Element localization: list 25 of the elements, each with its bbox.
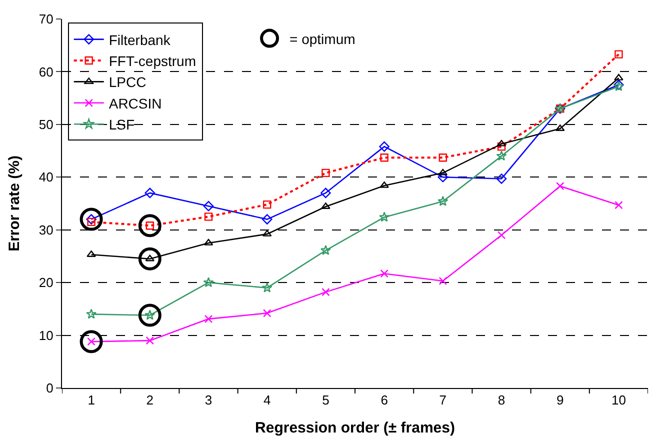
y-tick-label: 20 bbox=[38, 275, 54, 290]
x-tick-label: 5 bbox=[322, 392, 330, 408]
x-axis-title: Regression order (± frames) bbox=[255, 420, 455, 437]
y-tick-label: 0 bbox=[46, 380, 54, 396]
x-tick-label: 6 bbox=[380, 392, 388, 408]
y-tick-label: 10 bbox=[38, 328, 54, 343]
y-tick-label: 50 bbox=[38, 116, 54, 132]
x-tick-label: 3 bbox=[204, 392, 212, 408]
x-tick-label: 2 bbox=[146, 392, 154, 408]
x-tick-label: 7 bbox=[439, 392, 447, 408]
x-tick-label: 10 bbox=[611, 392, 626, 408]
legend-label: FFT-cepstrum bbox=[108, 52, 196, 69]
legend-label: LPCC bbox=[108, 74, 146, 90]
legend-label: Filterbank bbox=[108, 32, 172, 48]
y-tick-label: 60 bbox=[38, 64, 54, 80]
y-tick-label: 30 bbox=[38, 222, 54, 238]
x-tick-label: 9 bbox=[556, 392, 564, 408]
legend-label: = optimum bbox=[290, 30, 356, 47]
x-tick-label: 4 bbox=[263, 392, 271, 408]
y-tick-label: 70 bbox=[38, 12, 54, 27]
y-axis-title: Error rate (%) bbox=[6, 156, 24, 252]
x-tick-label: 8 bbox=[498, 392, 506, 408]
legend-label: ARCSIN bbox=[108, 95, 162, 112]
x-tick-label: 1 bbox=[88, 392, 95, 408]
y-tick-label: 40 bbox=[38, 170, 54, 185]
